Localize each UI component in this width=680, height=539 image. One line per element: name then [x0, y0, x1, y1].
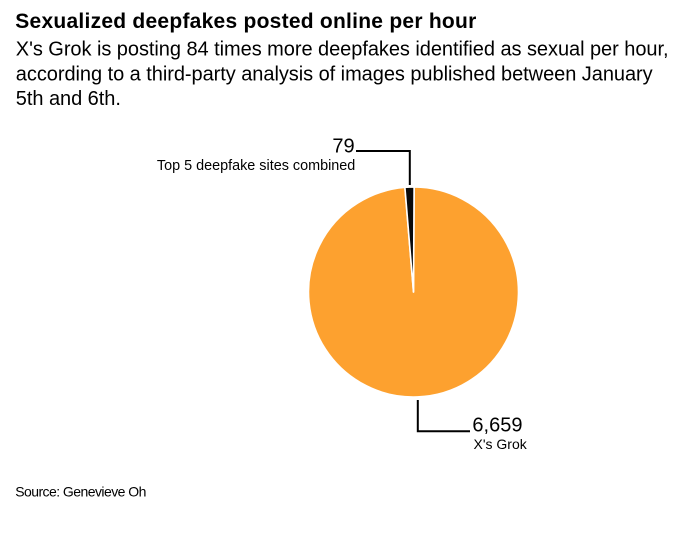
svg-text:Top 5 deepfake sites combined: Top 5 deepfake sites combined	[157, 158, 355, 174]
svg-text:Sexualized deepfakes posted on: Sexualized deepfakes posted online per h…	[15, 10, 476, 33]
svg-text:5th and 6th.: 5th and 6th.	[16, 88, 121, 110]
svg-text:X's Grok: X's Grok	[474, 436, 528, 452]
svg-text:Source: Genevieve Oh: Source: Genevieve Oh	[15, 484, 146, 500]
svg-text:X's Grok is posting 84 times m: X's Grok is posting 84 times more deepfa…	[16, 39, 669, 61]
svg-text:according to a third-party ana: according to a third-party analysis of i…	[16, 63, 653, 85]
svg-text:6,659: 6,659	[472, 415, 522, 437]
svg-text:79: 79	[332, 136, 354, 158]
